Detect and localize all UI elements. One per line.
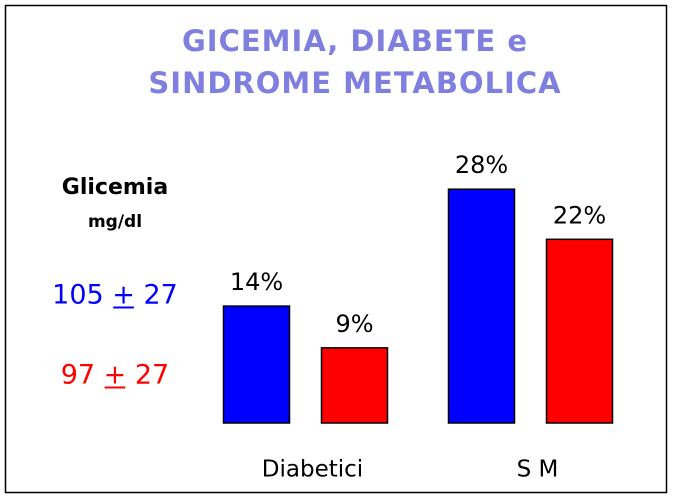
bar [222,305,291,424]
x-tick-label: Diabetici [262,457,363,483]
chart-title: SINDROME METABOLICA [148,66,561,100]
legend-title: Glicemia [62,175,168,200]
legend-entry: 97 + 27 [61,360,170,391]
x-tick-label: S M [517,457,559,483]
value-label: 28% [455,151,508,179]
bar [447,188,516,424]
legend-entry: 105 + 27 [52,280,178,311]
chart-title: GICEMIA, DIABETE e [182,24,528,58]
value-label: 9% [335,310,373,338]
bar [545,238,614,424]
bar [320,347,389,424]
value-label: 14% [230,268,283,296]
legend-unit: mg/dl [88,212,142,232]
value-label: 22% [553,201,606,229]
